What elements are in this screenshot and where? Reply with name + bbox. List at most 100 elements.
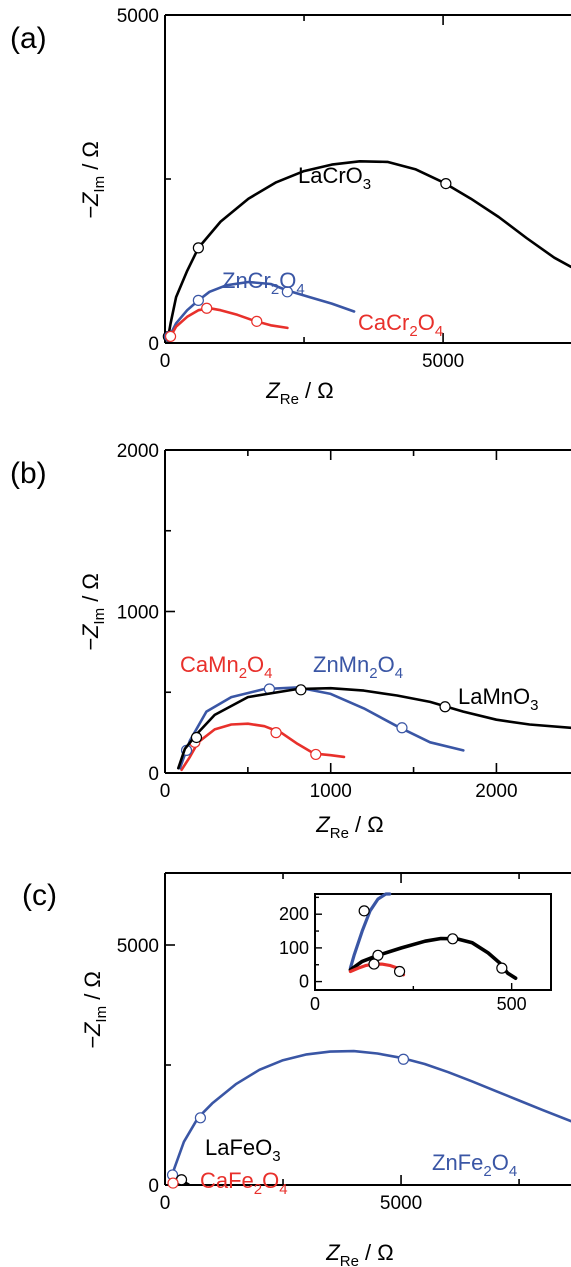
inset-y-tick-label: 200 (279, 904, 309, 924)
data-point (439, 701, 451, 713)
series-label: LaFeO3 (205, 1135, 281, 1165)
y-tick-label: 5000 (117, 6, 159, 27)
data-point (270, 727, 282, 739)
inset-data-point (368, 958, 380, 970)
panel-label: (b) (10, 457, 47, 490)
inset-frame (314, 893, 552, 991)
series-label: ZnFe2O4 (432, 1150, 517, 1180)
y-axis-label-part: / Ω (78, 141, 103, 176)
series-label: ZnCr2O4 (222, 268, 305, 298)
y-tick-label: 2000 (117, 441, 159, 462)
data-point (310, 748, 322, 761)
y-axis-label: −ZIm / Ω (78, 573, 108, 651)
series-label-part: CaCr (358, 310, 409, 335)
y-tick-label: 1000 (117, 603, 159, 624)
data-point (194, 1112, 207, 1124)
x-axis-label: ZRe / Ω (265, 378, 333, 408)
series-label: CaMn2O4 (180, 652, 273, 682)
series-label-part: LaFeO (205, 1135, 272, 1160)
y-tick-label: 0 (148, 764, 159, 785)
x-tick-label: 5000 (422, 351, 464, 372)
inset-data-point (496, 962, 508, 974)
y-axis-label: −ZIm / Ω (78, 141, 108, 219)
x-tick-label: 0 (160, 781, 171, 802)
series-label-part: CaMn (180, 652, 239, 677)
series-label-part: O (262, 1168, 279, 1193)
x-axis-label: ZRe / Ω (325, 1240, 393, 1267)
series-label: LaCrO3 (298, 163, 371, 193)
series-label: CaCr2O4 (358, 310, 443, 340)
inset-data-point (393, 965, 406, 978)
series-label-part: 4 (395, 665, 403, 682)
series-line (168, 280, 356, 338)
inset-x-tick-label: 500 (497, 994, 527, 1014)
series-label-part: 4 (264, 665, 272, 682)
series-line (177, 686, 571, 770)
series-label-part: 2 (369, 665, 377, 682)
y-axis-label-part: / Ω (78, 573, 103, 608)
panel-label: (c) (22, 879, 57, 912)
series-label-part: ZnFe (432, 1150, 483, 1175)
series-label-part: O (279, 268, 296, 293)
series-label-part: 3 (272, 1148, 280, 1165)
y-tick-label: 0 (148, 334, 159, 355)
data-point (397, 1053, 410, 1065)
series-label-part: 4 (435, 323, 443, 340)
x-axis-label-part: Z (265, 378, 281, 403)
y-axis-label-part: Im (93, 1006, 110, 1023)
series-label-part: 2 (254, 1181, 262, 1198)
series-label-part: 4 (509, 1163, 517, 1180)
y-axis-label-part: −Z (78, 191, 103, 219)
series-line (180, 722, 346, 772)
series-label-part: 2 (271, 281, 279, 298)
inset-y-tick-label: 100 (279, 938, 309, 958)
y-axis-label-part: −Z (80, 1021, 105, 1049)
series-label-part: 3 (363, 176, 371, 193)
inset-series-line (348, 892, 392, 970)
inset-data-point (358, 905, 370, 917)
panel-c-inset: 0 500 0 100 200 (279, 892, 552, 1014)
series-label-part: 2 (239, 665, 247, 682)
series-label-part: 2 (409, 323, 417, 340)
series-label-part: O (247, 652, 264, 677)
x-axis-label-part: Re (340, 1253, 359, 1267)
series-label-part: O (378, 652, 395, 677)
data-point (201, 302, 213, 314)
x-axis-label-part: Re (330, 825, 349, 842)
inset-y-tick-label: 0 (299, 972, 309, 992)
series-label-part: 4 (279, 1181, 287, 1198)
y-tick-label: 0 (148, 1176, 159, 1197)
series-label-part: ZnMn (313, 652, 369, 677)
data-point (295, 684, 307, 696)
x-axis-label-part: / Ω (359, 1240, 394, 1265)
series-line (169, 306, 289, 338)
x-axis-label-part: / Ω (349, 812, 384, 837)
data-point (167, 1177, 179, 1189)
x-tick-label: 1000 (310, 781, 352, 802)
y-axis-label: −ZIm / Ω (80, 971, 110, 1049)
data-point (192, 294, 204, 306)
series-label-part: LaMnO (458, 684, 530, 709)
y-axis-label-part: −Z (78, 623, 103, 651)
data-point (251, 315, 263, 327)
x-axis-label-part: Re (280, 391, 299, 408)
series-label-part: 3 (530, 697, 538, 714)
y-axis-label-part: Im (91, 176, 108, 193)
x-axis-label-part: / Ω (299, 378, 334, 403)
series-label-part: O (418, 310, 435, 335)
series-label-part: 4 (296, 281, 304, 298)
data-point (440, 177, 452, 190)
inset-data-point (447, 933, 459, 945)
data-point (281, 286, 293, 298)
series-label: CaFe2O4 (200, 1168, 288, 1198)
series-label-part: CaFe (200, 1168, 254, 1193)
inset-x-tick-label: 0 (310, 994, 320, 1014)
data-point (190, 731, 203, 744)
series-label-part: 2 (483, 1163, 491, 1180)
x-axis-label-part: Z (325, 1240, 341, 1265)
data-point (164, 330, 177, 343)
